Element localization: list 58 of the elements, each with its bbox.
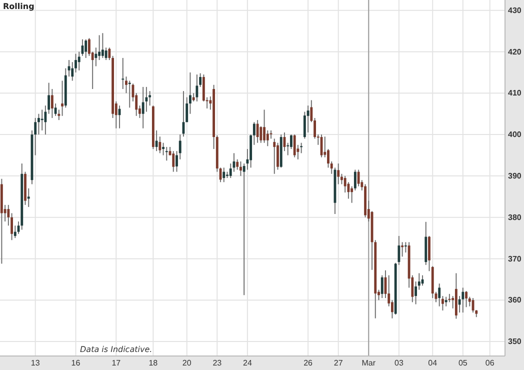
x-tick-label: Mar (362, 358, 376, 368)
candlestick (357, 169, 360, 187)
candlestick (54, 102, 57, 116)
candlestick (84, 38, 88, 58)
y-tick-label: 390 (508, 171, 522, 180)
candlestick (462, 287, 464, 314)
candlestick (222, 167, 226, 183)
candlestick (196, 74, 198, 102)
candlestick (78, 51, 80, 71)
candlestick (94, 47, 98, 67)
candlestick (240, 160, 242, 176)
candlestick (465, 290, 468, 308)
y-tick-label: 370 (508, 254, 522, 264)
candlestick (104, 47, 108, 61)
x-tick-label: 18 (148, 358, 158, 368)
x-tick-label: 03 (394, 358, 404, 368)
candlestick (263, 109, 266, 144)
x-tick-label: 16 (71, 358, 81, 368)
candlestick (50, 88, 54, 118)
x-tick-label: 20 (182, 358, 192, 368)
candlestick (273, 138, 276, 174)
x-tick-label: 05 (458, 358, 468, 368)
candlestick (155, 130, 158, 152)
candlestick (380, 274, 384, 299)
y-tick-label: 420 (508, 47, 522, 56)
candlestick (172, 150, 175, 172)
x-tick-label: 24 (242, 358, 252, 368)
x-tick-label: 17 (112, 358, 122, 368)
x-tick-label: 26 (304, 358, 314, 368)
y-tick-label: 360 (508, 296, 522, 305)
annotation: Data is Indicative. (80, 345, 152, 354)
x-tick-label: 04 (428, 358, 438, 368)
x-tick-label: 06 (485, 358, 495, 368)
y-tick-label: 400 (508, 130, 522, 140)
x-tick-label: 13 (30, 358, 40, 368)
candlestick (266, 130, 269, 147)
candlestick (401, 242, 404, 258)
candlestick (306, 105, 310, 133)
candlestick (122, 57, 124, 90)
candlestick (71, 62, 74, 82)
y-tick-label: 430 (508, 6, 522, 15)
candlestick (438, 283, 441, 307)
y-tick-label: 410 (508, 88, 522, 98)
candlestick (101, 32, 104, 58)
candlestick (276, 142, 279, 170)
candlestick (404, 242, 407, 254)
y-tick-label: 380 (508, 212, 522, 222)
candlestick (165, 146, 168, 162)
y-tick-label: 350 (508, 337, 522, 346)
candlestick (444, 296, 448, 307)
x-tick-label: 23 (212, 358, 222, 368)
candlestick (142, 86, 144, 129)
candlestick (293, 134, 296, 158)
chart-title: Rolling (3, 2, 35, 11)
x-tick-label: 27 (334, 358, 344, 368)
candlestick (256, 120, 259, 144)
candlestick (27, 188, 30, 208)
candlestick (337, 163, 340, 185)
